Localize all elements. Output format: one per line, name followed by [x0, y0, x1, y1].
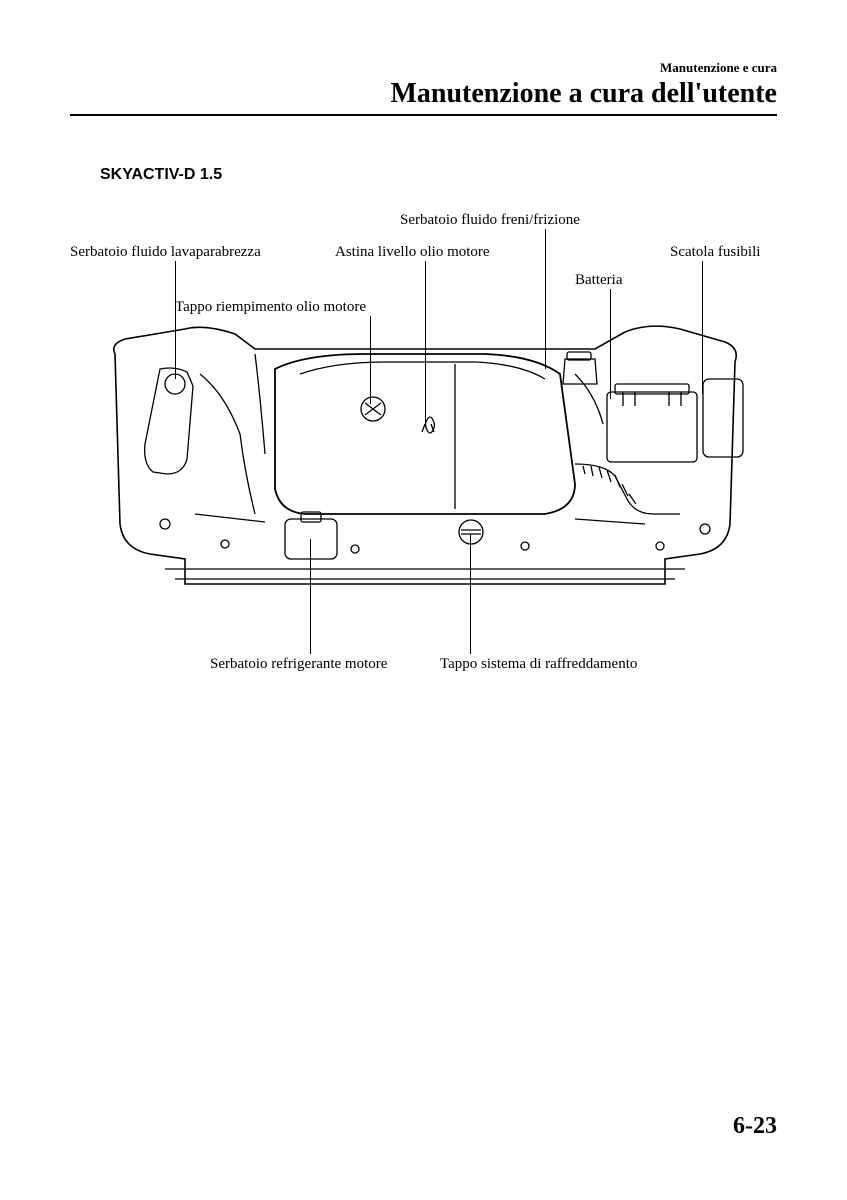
diagram-label-oilcap: Tappo riempimento olio motore	[175, 299, 366, 316]
leader-line	[545, 229, 546, 369]
leader-line	[470, 534, 471, 654]
leader-line	[610, 289, 611, 399]
leader-line	[370, 316, 371, 404]
header-section: Manutenzione a cura dell'utente	[70, 78, 777, 110]
leader-line	[175, 261, 176, 379]
leader-line	[310, 539, 311, 654]
manual-page: Manutenzione e cura Manutenzione a cura …	[0, 0, 847, 1200]
diagram-label-battery: Batteria	[575, 272, 622, 289]
page-number: 6-23	[733, 1113, 777, 1140]
diagram-label-coolcap: Tappo sistema di raffreddamento	[440, 656, 637, 673]
leader-line	[702, 261, 703, 394]
engine-diagram: Serbatoio fluido lavaparabrezza Tappo rie…	[70, 194, 777, 694]
engine-model-label: SKYACTIV-D 1.5	[100, 166, 777, 184]
header-chapter: Manutenzione e cura	[70, 60, 777, 76]
leader-line	[425, 261, 426, 424]
page-header: Manutenzione e cura Manutenzione a cura …	[70, 60, 777, 116]
diagram-label-fusebox: Scatola fusibili	[670, 244, 760, 261]
diagram-label-dipstick: Astina livello olio motore	[335, 244, 490, 261]
diagram-label-brake: Serbatoio fluido freni/frizione	[400, 212, 580, 229]
diagram-label-washer: Serbatoio fluido lavaparabrezza	[70, 244, 261, 261]
diagram-label-coolant: Serbatoio refrigerante motore	[210, 656, 387, 673]
